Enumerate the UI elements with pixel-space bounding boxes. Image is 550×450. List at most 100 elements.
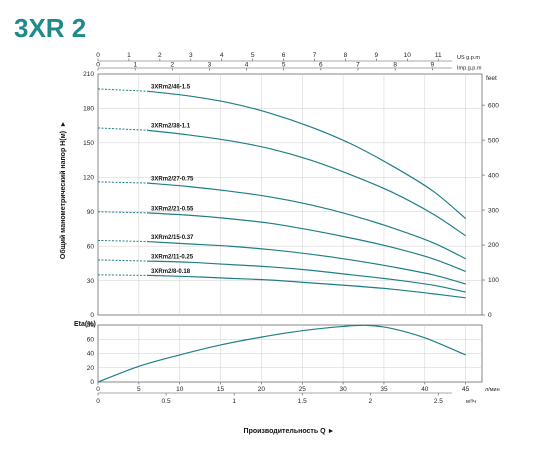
m3h-tick-label: 0: [96, 398, 100, 405]
feet-tick-label: 400: [488, 172, 499, 179]
lpm-unit-label: л/мин: [485, 387, 500, 393]
feet-tick-label: 300: [488, 207, 499, 214]
head-curve-dashed: [97, 88, 148, 92]
lpm-tick-label: 30: [339, 386, 347, 393]
imp-gpm-tick-label: 6: [319, 62, 323, 69]
eta-axis-label: Eta(%): [74, 321, 96, 328]
m3h-tick-label: 1: [232, 398, 236, 405]
efficiency-panel: 0 20 40 60 80 Eta(%): [74, 321, 483, 386]
lpm-tick-label: 35: [380, 386, 388, 393]
eta-y-ticks: 0 20 40 60 80: [87, 322, 95, 386]
feet-tick-label: 100: [488, 277, 499, 284]
us-gpm-tick-label: 8: [344, 52, 348, 59]
curve-label: 3XRm2/21-0.55: [151, 206, 194, 212]
feet-axis-label: feet: [486, 75, 497, 82]
lpm-tick-label: 0: [96, 386, 100, 393]
eta-y-tick-label: 80: [87, 322, 95, 329]
head-curve: [147, 260, 466, 293]
imp-gpm-tick-label: 1: [133, 62, 137, 69]
eta-gridlines: [98, 325, 482, 382]
us-gpm-unit-label: US g.p.m: [457, 55, 480, 61]
lpm-tick-label: 20: [258, 386, 266, 393]
imp-gpm-tick-label: 5: [282, 62, 286, 69]
us-gpm-tick-label: 0: [96, 52, 100, 59]
head-curve: [147, 274, 466, 299]
lpm-tick-label: 45: [462, 386, 470, 393]
eta-y-tick-label: 0: [90, 379, 94, 386]
curve-label: 3XRm2/38-1.1: [151, 124, 191, 130]
imp-gpm-unit-label: Imp.g.p.m: [457, 66, 482, 72]
eta-y-tick-label: 20: [87, 365, 95, 372]
head-curve-dashed: [97, 274, 148, 276]
head-curve-dashed: [97, 239, 148, 243]
head-y-tick-label: 120: [83, 174, 94, 181]
head-y-tick-label: 0: [90, 312, 94, 319]
imp-gpm-tick-label: 7: [356, 62, 360, 69]
eta-y-tick-label: 40: [87, 351, 95, 358]
lpm-tick-label: 25: [299, 386, 307, 393]
head-y-tick-label: 180: [83, 106, 94, 113]
head-curve: [146, 182, 466, 260]
lpm-tick-label: 5: [137, 386, 141, 393]
head-axis-arrow-icon: ►: [60, 121, 67, 128]
feet-tick-label: 0: [488, 312, 492, 319]
flow-axis-label: Производительность Q ►: [244, 428, 335, 435]
lpm-tick-label: 15: [217, 386, 225, 393]
head-curve-dashed: [97, 259, 148, 262]
head-curve-dashed: [97, 127, 148, 131]
head-axis-label: Общий манометрический напор H(м): [59, 131, 67, 259]
us-gpm-tick-label: 2: [158, 52, 162, 59]
curve-label: 3XRm2/27-0.75: [151, 177, 194, 183]
m3h-tick-label: 1.5: [298, 398, 307, 405]
bottom-flow-axes: 0 5 10 15 20 25 30 35 40 45 л/мин 0 0.5 1 1.5 2 2.5 м³/ч: [96, 382, 500, 405]
head-y-tick-label: 60: [87, 243, 95, 250]
m3h-tick-label: 2: [369, 398, 373, 405]
us-gpm-tick-label: 3: [189, 52, 193, 59]
head-curve: [146, 90, 467, 220]
head-curve-dashed: [97, 181, 148, 184]
feet-y-ticks: 0 100 200 300 400 500 600: [482, 102, 499, 319]
feet-tick-label: 200: [488, 242, 499, 249]
imp-gpm-tick-label: 0: [96, 62, 100, 69]
curve-label: 3XRm2/15-0.37: [151, 235, 194, 241]
lpm-tick-label: 10: [176, 386, 184, 393]
us-gpm-tick-label: 1: [127, 52, 131, 59]
imp-gpm-tick-label: 8: [393, 62, 397, 69]
head-y-tick-label: 150: [83, 140, 94, 147]
feet-tick-label: 600: [488, 102, 499, 109]
chart-title: 3XR 2: [14, 13, 86, 43]
top-flow-axes: 0 1 2 3 4 5 6 7 8 9 10 11 US g.p.m0 1 2 3 4 5 6 7 8 9 Imp.g.p.…: [96, 52, 482, 72]
eta-y-tick-label: 60: [87, 336, 95, 343]
eta-curve: [97, 324, 466, 383]
head-curve: [146, 240, 466, 285]
head-curve: [146, 212, 466, 272]
us-gpm-tick-label: 7: [313, 52, 317, 59]
curve-label: 3XRm2/46-1.5: [151, 85, 191, 91]
head-y-tick-label: 30: [87, 278, 95, 285]
imp-gpm-tick-label: 2: [170, 62, 174, 69]
us-gpm-tick-label: 9: [375, 52, 379, 59]
head-y-tick-label: 210: [83, 71, 94, 78]
head-y-ticks: 0 30 60 90 120 150 180 210: [83, 71, 94, 319]
m3h-unit-label: м³/ч: [466, 399, 476, 405]
head-curve: [146, 129, 466, 237]
head-curve-dashed: [97, 211, 148, 214]
us-gpm-tick-label: 11: [435, 52, 442, 59]
curve-label: 3XRm2/11-0.25: [151, 255, 194, 261]
head-plot-frame: [97, 73, 483, 316]
us-gpm-tick-label: 4: [220, 52, 224, 59]
imp-gpm-tick-label: 4: [245, 62, 249, 69]
feet-tick-label: 500: [488, 137, 499, 144]
curve-label: 3XRm2/8-0.18: [151, 269, 191, 275]
imp-gpm-tick-label: 3: [208, 62, 212, 69]
head-curves: 3XRm2/46-1.5 3XRm2/38-1.1 3XRm2/27-0.75 3XR…: [97, 85, 467, 299]
us-gpm-tick-label: 10: [404, 52, 412, 59]
head-gridlines: [98, 74, 482, 315]
m3h-tick-label: 0.5: [162, 398, 171, 405]
us-gpm-tick-label: 5: [251, 52, 255, 59]
us-gpm-tick-label: 6: [282, 52, 286, 59]
m3h-tick-label: 2.5: [434, 398, 443, 405]
imp-gpm-tick-label: 9: [430, 62, 434, 69]
